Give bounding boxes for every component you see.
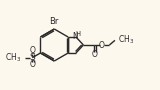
Text: Br: Br <box>50 17 59 26</box>
Text: H: H <box>75 31 80 37</box>
Text: O: O <box>92 50 98 59</box>
Text: N: N <box>72 32 78 41</box>
Text: CH$_3$: CH$_3$ <box>118 34 134 46</box>
Text: O: O <box>29 46 35 55</box>
Text: O: O <box>99 40 105 50</box>
Text: O: O <box>29 60 35 69</box>
Text: CH$_3$: CH$_3$ <box>5 51 22 64</box>
Text: S: S <box>29 53 35 62</box>
